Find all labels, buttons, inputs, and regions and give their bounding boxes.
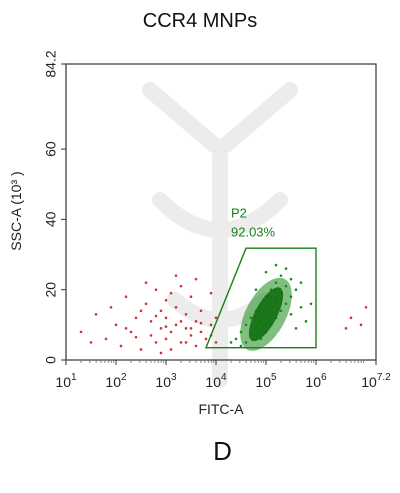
x-tick-label: 105 <box>255 372 277 390</box>
red-event-point <box>214 316 218 320</box>
red-event-point <box>154 341 158 344</box>
x-tick-label: 104 <box>205 372 227 390</box>
red-event-point <box>164 325 168 328</box>
x-tick-label: 101 <box>55 372 77 390</box>
red-event-point <box>204 337 208 341</box>
red-event-point <box>104 337 108 341</box>
red-event-point <box>164 337 168 341</box>
red-event-point <box>134 316 138 320</box>
red-event-point <box>139 309 143 313</box>
x-tick-label: 103 <box>155 372 177 390</box>
green-event-point <box>234 337 238 341</box>
red-event-point <box>174 274 178 277</box>
green-event-point <box>309 302 313 306</box>
red-event-point <box>199 321 203 325</box>
red-event-point <box>129 330 133 334</box>
red-event-point <box>169 348 173 351</box>
red-event-point <box>194 344 198 348</box>
chart-title: CCR4 MNPs <box>142 10 258 32</box>
red-event-point <box>144 302 148 306</box>
red-event-point <box>344 327 348 330</box>
green-event-point <box>299 305 303 309</box>
green-event-point <box>289 277 293 281</box>
red-event-point <box>349 316 353 320</box>
green-event-point <box>299 281 303 284</box>
red-event-point <box>164 298 168 302</box>
red-event-point <box>89 341 93 344</box>
red-event-point <box>114 323 118 327</box>
green-event-point <box>294 288 298 291</box>
y-tick-label: 20 <box>43 282 59 298</box>
red-event-point <box>154 314 158 318</box>
red-event-point <box>124 295 128 299</box>
y-tick-label: 0 <box>43 356 59 364</box>
y-tick-label: 84.2 <box>43 50 59 77</box>
gate-polygon <box>204 247 317 349</box>
red-event-point <box>149 320 153 323</box>
red-event-point <box>209 323 213 327</box>
red-event-point <box>189 327 193 330</box>
red-event-point <box>359 323 363 327</box>
x-tick-label: 106 <box>305 372 327 390</box>
plot-frame <box>65 63 377 361</box>
panel-label: D <box>213 436 232 466</box>
gate-name: P2 <box>231 206 247 221</box>
red-event-point <box>184 341 188 344</box>
gated-cluster-core <box>248 287 284 342</box>
red-event-point <box>144 281 148 284</box>
x-axis-label: FITC-A <box>198 401 244 417</box>
red-event-point <box>174 305 178 309</box>
green-event-point <box>289 312 293 316</box>
red-event-point <box>124 327 128 330</box>
x-tick-label: 102 <box>105 372 127 390</box>
red-event-point <box>94 312 98 316</box>
red-event-point <box>169 330 173 334</box>
red-event-point <box>79 330 83 334</box>
y-axis-label: SSC-A (10³ ) <box>8 171 24 251</box>
red-event-point <box>179 284 183 288</box>
red-event-point <box>179 341 183 344</box>
red-event-point <box>209 291 213 295</box>
red-event-point <box>199 309 203 313</box>
y-tick-label: 60 <box>43 141 59 157</box>
red-event-point <box>194 277 198 281</box>
red-event-point <box>169 291 173 295</box>
red-event-point <box>159 309 163 313</box>
y-tick-label: 40 <box>43 211 59 227</box>
red-event-point <box>189 334 193 337</box>
red-event-point <box>199 330 203 334</box>
red-event-point <box>159 327 163 330</box>
red-event-point <box>174 323 178 327</box>
red-event-point <box>184 327 188 330</box>
green-event-point <box>254 288 258 291</box>
green-event-point <box>279 274 283 277</box>
red-event-point <box>214 341 218 344</box>
red-event-point <box>364 305 368 309</box>
green-event-point <box>239 344 243 348</box>
red-event-point <box>139 348 143 351</box>
red-event-point <box>119 344 123 348</box>
x-tick-label: 107.2 <box>361 372 391 390</box>
green-event-point <box>294 327 298 330</box>
gate-percent: 92.03% <box>231 224 276 239</box>
red-event-point <box>154 288 158 291</box>
watermark-graphic <box>142 82 298 388</box>
red-event-point <box>164 316 168 320</box>
red-event-point <box>134 335 138 339</box>
green-event-point <box>264 270 268 274</box>
red-event-point <box>194 320 198 323</box>
green-event-point <box>229 341 233 344</box>
red-event-point <box>109 305 113 309</box>
red-event-point <box>184 312 188 316</box>
red-event-point <box>159 351 163 355</box>
red-event-point <box>149 334 153 337</box>
green-event-point <box>304 320 308 323</box>
green-event-point <box>274 263 278 267</box>
red-event-point <box>179 320 183 323</box>
red-event-point <box>189 295 193 299</box>
green-event-point <box>284 267 288 270</box>
